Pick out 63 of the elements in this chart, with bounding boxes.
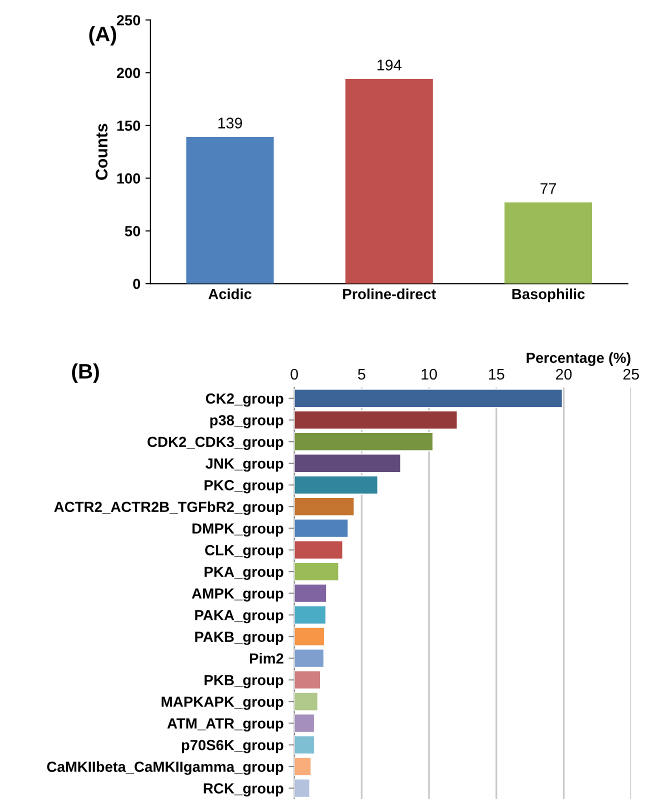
bar (294, 475, 378, 495)
bar (294, 518, 349, 538)
y-tick-label: RCK_group (204, 783, 284, 797)
bar (294, 626, 326, 646)
y-tick-label: 150 (117, 120, 140, 131)
y-tick-label: p70S6K_group (182, 740, 284, 754)
x-tick-label: Basophilic (512, 288, 585, 302)
y-tick-label: CK2_group (206, 393, 284, 407)
bar (294, 388, 563, 408)
y-tick-label: CDK2_CDK3_group (148, 436, 284, 450)
y-tick-label: PKC_group (204, 480, 284, 494)
bar (294, 454, 402, 474)
bar (294, 605, 327, 625)
y-tick-label: PKA_group (204, 566, 284, 580)
x-tick-label: 20 (556, 368, 572, 380)
text: (B) (72, 363, 99, 383)
y-tick-label: 250 (116, 15, 140, 26)
data-label: 194 (378, 60, 402, 70)
bar (294, 562, 340, 582)
y-tick-label: CLK_group (205, 545, 284, 558)
bar (294, 432, 434, 452)
bar (294, 410, 458, 430)
y-tick-label: Pim2 (250, 652, 284, 664)
y-axis-title: Counts (96, 124, 108, 180)
y-tick-label: 100 (117, 173, 140, 184)
y-tick-label: 200 (116, 68, 140, 78)
bar (294, 670, 322, 690)
x-tick-label: 5 (358, 368, 366, 380)
y-tick-label: JNK_group (206, 458, 284, 472)
data-label: 139 (218, 118, 242, 128)
x-tick-label: Acidic (208, 288, 252, 300)
data-label: 77 (540, 183, 556, 194)
bar (294, 584, 328, 604)
y-tick-label: ATM_ATR_group (167, 718, 284, 732)
y-tick-label: PKB_group (204, 675, 284, 688)
bar (294, 713, 316, 733)
bar (294, 540, 344, 560)
bar (294, 778, 310, 798)
x-axis-title: Percentage (%) (526, 352, 630, 366)
y-tick-label: PAKB_group (195, 632, 284, 645)
bar (294, 692, 318, 712)
y-tick-label: PAKA_group (195, 610, 284, 624)
bar (504, 202, 592, 284)
x-tick-label: 0 (290, 368, 298, 380)
x-tick-label: 25 (623, 368, 639, 380)
bar (294, 756, 312, 776)
y-tick-label: MAPKAPK_group (162, 696, 284, 710)
y-tick-label: DMPK_group (192, 524, 284, 537)
y-tick-label: CaMKIIbeta_CaMKIIgamma_group (47, 761, 284, 775)
y-tick-label: ACTR2_ACTR2B_TGFbR2_group (54, 501, 284, 516)
x-tick-label: 15 (489, 368, 504, 380)
y-tick-label: p38_group (210, 415, 284, 428)
y-tick-label: 50 (124, 226, 140, 236)
bar (345, 79, 433, 284)
x-tick-label: 10 (422, 368, 437, 380)
bar (294, 735, 316, 755)
y-tick-label: AMPK_group (192, 588, 284, 602)
bar (294, 648, 324, 668)
x-tick-label: Proline-direct (343, 288, 436, 300)
y-tick-label: 0 (133, 278, 140, 290)
bar (186, 137, 274, 284)
text: (A) (89, 26, 116, 46)
bar (294, 496, 355, 516)
